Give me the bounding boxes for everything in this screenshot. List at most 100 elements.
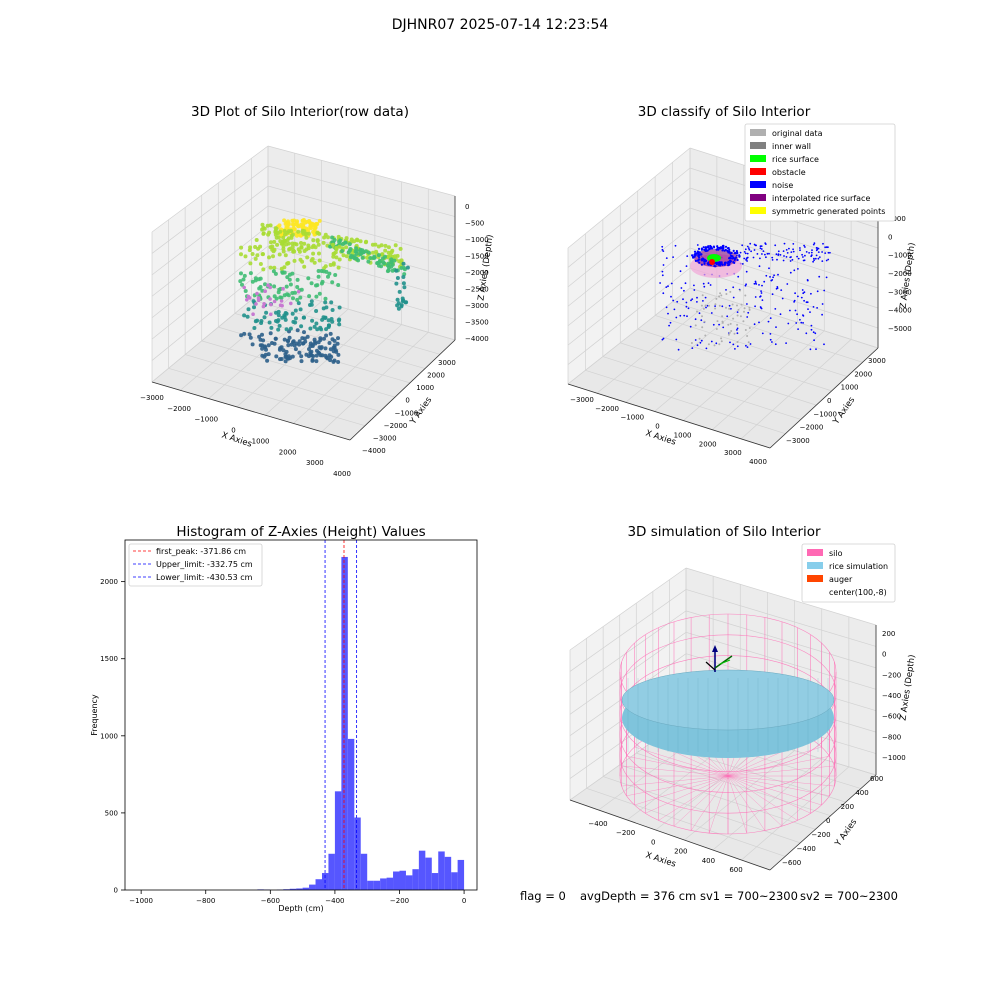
data-point — [299, 244, 304, 249]
noise-point — [829, 251, 831, 254]
data-point — [298, 307, 303, 312]
original-point — [720, 340, 723, 343]
y-axis-label: Y Axies — [833, 817, 860, 849]
data-point — [353, 249, 358, 254]
data-point — [289, 301, 293, 306]
silo-floor-spoke — [626, 775, 729, 797]
noise-point — [799, 249, 801, 252]
floor-gridline — [185, 354, 381, 412]
wall-gridline — [567, 207, 691, 307]
histogram-bar — [457, 859, 465, 890]
noise-point — [691, 347, 694, 349]
noise-point — [719, 246, 723, 249]
noise-point — [732, 249, 735, 252]
data-point — [318, 336, 323, 341]
data-point — [386, 245, 391, 250]
noise-point — [700, 339, 703, 342]
data-point — [328, 358, 333, 363]
noise-point — [750, 250, 752, 253]
data-point — [321, 240, 326, 245]
x-tick-label: 200 — [674, 848, 687, 856]
silo-floor-spoke — [621, 775, 729, 787]
noise-point — [685, 265, 688, 267]
data-point — [330, 242, 335, 247]
data-point — [307, 294, 312, 299]
noise-point — [802, 256, 804, 258]
data-point — [265, 358, 270, 363]
z-tick-label: 0 — [882, 651, 886, 659]
floor-gridline — [625, 304, 744, 403]
noise-point — [713, 265, 716, 268]
z-histogram-plot: Histogram of Z-Axies (Height) Values −100… — [90, 524, 478, 913]
legend — [128, 543, 263, 587]
data-point — [344, 254, 349, 259]
data-point — [320, 353, 325, 358]
noise-point — [736, 329, 738, 331]
data-point — [302, 264, 307, 269]
data-point — [251, 299, 256, 304]
silo-floor-spoke — [727, 775, 766, 831]
x-tick-label: −400 — [325, 897, 344, 905]
noise-point — [686, 255, 689, 257]
data-point — [296, 289, 301, 294]
data-point — [323, 300, 328, 305]
data-point — [336, 265, 341, 270]
noise-point — [774, 308, 777, 310]
original-point — [708, 304, 710, 307]
noise-point — [693, 289, 696, 291]
noise-point — [682, 298, 684, 301]
noise-point — [827, 258, 830, 261]
y-tick-label: 2000 — [427, 372, 445, 380]
noise-point — [695, 252, 698, 255]
legend-swatch — [750, 194, 766, 201]
silo-floor-spoke — [727, 765, 835, 777]
original-point — [736, 341, 739, 343]
x-tick-label: 3000 — [306, 459, 324, 467]
noise-point — [661, 245, 664, 248]
noise-point — [707, 263, 710, 266]
data-point — [320, 317, 325, 322]
data-point — [260, 222, 265, 227]
raw-data-3d-plot: −3000−2000−100001000200030004000−4000−30… — [140, 104, 495, 478]
silo-floor-spoke — [727, 746, 822, 777]
y-tick-label: −1000 — [813, 410, 837, 418]
floor-gridline — [586, 787, 786, 857]
data-point — [310, 318, 315, 323]
noise-point — [771, 293, 774, 296]
noise-point — [758, 265, 761, 268]
noise-point — [810, 328, 813, 331]
x-axis-label: Depth (cm) — [278, 904, 323, 913]
data-point — [253, 319, 258, 324]
noise-point — [813, 257, 815, 260]
y-tick-label: 200 — [841, 803, 854, 811]
noise-point — [775, 253, 778, 256]
y-tick-label: 2000 — [100, 578, 118, 586]
data-point — [402, 285, 407, 290]
data-point — [309, 281, 314, 286]
data-point — [272, 284, 277, 289]
x-tick-label: 1000 — [674, 431, 692, 439]
floor-gridline — [180, 293, 295, 391]
data-point — [371, 250, 375, 255]
y-tick-label: −1000 — [395, 409, 419, 417]
original-point — [744, 294, 747, 297]
data-point — [300, 218, 305, 223]
noise-point — [777, 250, 780, 253]
original-point — [702, 307, 705, 310]
wall-gridline — [567, 187, 691, 288]
y-tick-label: 3000 — [868, 357, 886, 365]
obstacle — [709, 259, 715, 265]
data-point — [400, 299, 405, 304]
z-tick-label: −1500 — [465, 253, 489, 261]
z-tick-label: 1000 — [888, 215, 906, 223]
noise-point — [802, 292, 805, 295]
data-point — [290, 354, 295, 359]
noise-point — [816, 246, 818, 249]
data-point — [299, 222, 304, 227]
noise-point — [694, 318, 697, 321]
noise-point — [698, 251, 701, 254]
noise-point — [710, 312, 713, 314]
original-point — [746, 335, 749, 337]
noise-point — [721, 244, 725, 248]
data-point — [380, 252, 385, 257]
